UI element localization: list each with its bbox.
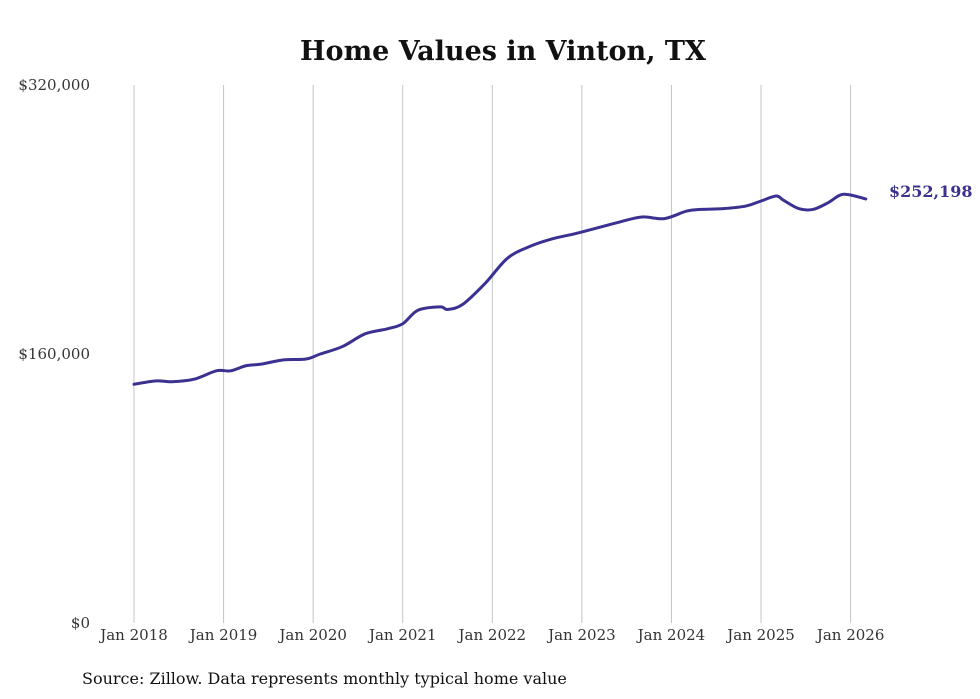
x-tick-label: Jan 2022 bbox=[457, 626, 527, 644]
source-note: Source: Zillow. Data represents monthly … bbox=[82, 669, 567, 688]
x-tick-label: Jan 2020 bbox=[277, 626, 347, 644]
y-tick-label: $320,000 bbox=[18, 76, 90, 94]
x-tick-label: Jan 2023 bbox=[546, 626, 616, 644]
y-tick-label: $160,000 bbox=[18, 345, 90, 363]
x-tick-label: Jan 2024 bbox=[636, 626, 706, 644]
x-tick-label: Jan 2018 bbox=[98, 626, 168, 644]
x-tick-label: Jan 2026 bbox=[815, 626, 885, 644]
end-value-label: $252,198 bbox=[889, 182, 973, 201]
x-tick-label: Jan 2025 bbox=[725, 626, 795, 644]
x-tick-label: Jan 2021 bbox=[367, 626, 437, 644]
x-axis-ticks: Jan 2018 Jan 2019 Jan 2020 Jan 2021 Jan 2022… bbox=[98, 626, 884, 644]
series-line-0 bbox=[132, 192, 868, 386]
y-tick-label: $0 bbox=[71, 614, 90, 632]
x-tick-label: Jan 2019 bbox=[188, 626, 258, 644]
gridlines bbox=[133, 85, 852, 623]
series-group bbox=[132, 192, 868, 386]
chart-title: Home Values in Vinton, TX bbox=[300, 36, 706, 67]
y-axis-ticks: $0 $160,000 $320,000 bbox=[18, 76, 90, 632]
